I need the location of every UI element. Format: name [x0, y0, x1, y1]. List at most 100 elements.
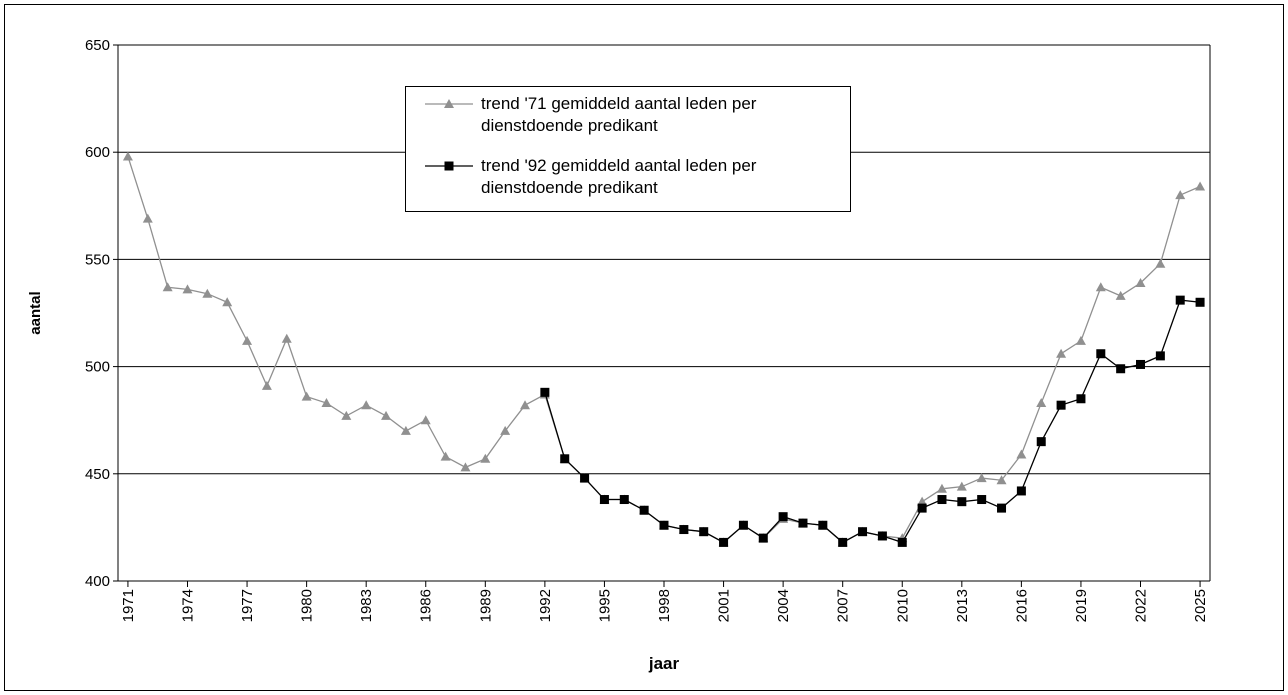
marker	[261, 380, 272, 390]
y-tick-label: 600	[85, 144, 110, 161]
y-tick-label: 650	[85, 37, 110, 54]
marker	[838, 537, 848, 547]
marker	[520, 400, 531, 410]
marker	[639, 505, 649, 515]
marker	[997, 503, 1007, 513]
marker	[1155, 258, 1166, 268]
marker	[1175, 295, 1185, 305]
series-line	[544, 299, 1201, 544]
x-tick-label: 1980	[299, 589, 316, 622]
x-tick-label: 1998	[656, 589, 673, 622]
x-tick-label: 1989	[477, 589, 494, 622]
marker	[242, 335, 253, 345]
marker	[1016, 486, 1026, 496]
marker	[381, 410, 392, 420]
marker	[798, 518, 808, 528]
x-tick-label: 2004	[775, 589, 792, 622]
marker	[202, 288, 213, 298]
legend-box	[405, 86, 851, 212]
y-axis-label: aantal	[27, 291, 44, 334]
marker	[679, 525, 689, 535]
marker	[1135, 277, 1146, 287]
marker	[1136, 359, 1146, 369]
x-tick-label: 2007	[835, 589, 852, 622]
marker	[321, 398, 332, 408]
marker	[977, 495, 987, 505]
marker	[460, 462, 471, 472]
marker	[281, 333, 292, 343]
marker	[361, 400, 372, 410]
marker	[500, 425, 511, 435]
marker	[1036, 398, 1047, 408]
marker	[1195, 181, 1206, 191]
marker	[182, 284, 193, 294]
marker	[1095, 282, 1106, 292]
marker	[341, 410, 352, 420]
marker	[758, 533, 768, 543]
marker	[1175, 190, 1186, 200]
marker	[996, 475, 1007, 485]
marker	[719, 537, 729, 547]
marker	[1056, 348, 1067, 358]
marker	[917, 496, 928, 506]
legend-label: trend '71 gemiddeld aantal leden per dien…	[481, 94, 757, 135]
marker	[1076, 394, 1086, 404]
marker	[122, 151, 133, 161]
x-tick-label: 2016	[1013, 589, 1030, 622]
marker	[480, 453, 491, 463]
marker	[162, 282, 173, 292]
marker	[877, 531, 887, 541]
marker	[1096, 349, 1106, 359]
marker	[301, 391, 312, 401]
x-tick-label: 2010	[894, 589, 911, 622]
x-axis-label: jaar	[648, 654, 680, 673]
x-tick-label: 2013	[954, 589, 971, 622]
marker	[956, 481, 967, 491]
legend-label: trend '92 gemiddeld aantal leden per dien…	[481, 156, 757, 197]
x-tick-label: 1977	[239, 589, 256, 622]
marker	[1036, 437, 1046, 447]
marker	[599, 495, 609, 505]
marker	[540, 387, 550, 397]
x-tick-label: 2019	[1073, 589, 1090, 622]
legend-marker	[444, 99, 454, 108]
x-tick-label: 2001	[716, 589, 733, 622]
x-tick-label: 1983	[358, 589, 375, 622]
marker	[976, 473, 987, 483]
x-tick-label: 1986	[418, 589, 435, 622]
marker	[222, 297, 233, 307]
y-tick-label: 550	[85, 251, 110, 268]
marker	[917, 503, 927, 513]
x-tick-label: 1992	[537, 589, 554, 622]
marker	[440, 451, 451, 461]
marker	[560, 454, 570, 464]
marker	[1056, 400, 1066, 410]
marker	[738, 520, 748, 530]
x-tick-label: 1995	[596, 589, 613, 622]
marker	[818, 520, 828, 530]
x-tick-label: 2022	[1133, 589, 1150, 622]
marker	[1155, 351, 1165, 361]
marker	[1115, 290, 1126, 300]
marker	[142, 213, 153, 223]
y-tick-label: 450	[85, 466, 110, 483]
marker	[936, 483, 947, 493]
x-tick-label: 1974	[179, 589, 196, 622]
y-tick-label: 400	[85, 573, 110, 590]
marker	[1075, 335, 1086, 345]
x-tick-label: 1971	[120, 589, 137, 622]
marker	[778, 512, 788, 522]
marker	[858, 527, 868, 537]
marker	[400, 425, 411, 435]
legend-marker	[444, 161, 454, 171]
marker	[580, 473, 590, 483]
marker	[897, 537, 907, 547]
marker	[1116, 364, 1126, 374]
marker	[619, 495, 629, 505]
marker	[699, 527, 709, 537]
marker	[937, 495, 947, 505]
x-tick-label: 2025	[1192, 589, 1209, 622]
marker	[1195, 297, 1205, 307]
marker	[659, 520, 669, 530]
